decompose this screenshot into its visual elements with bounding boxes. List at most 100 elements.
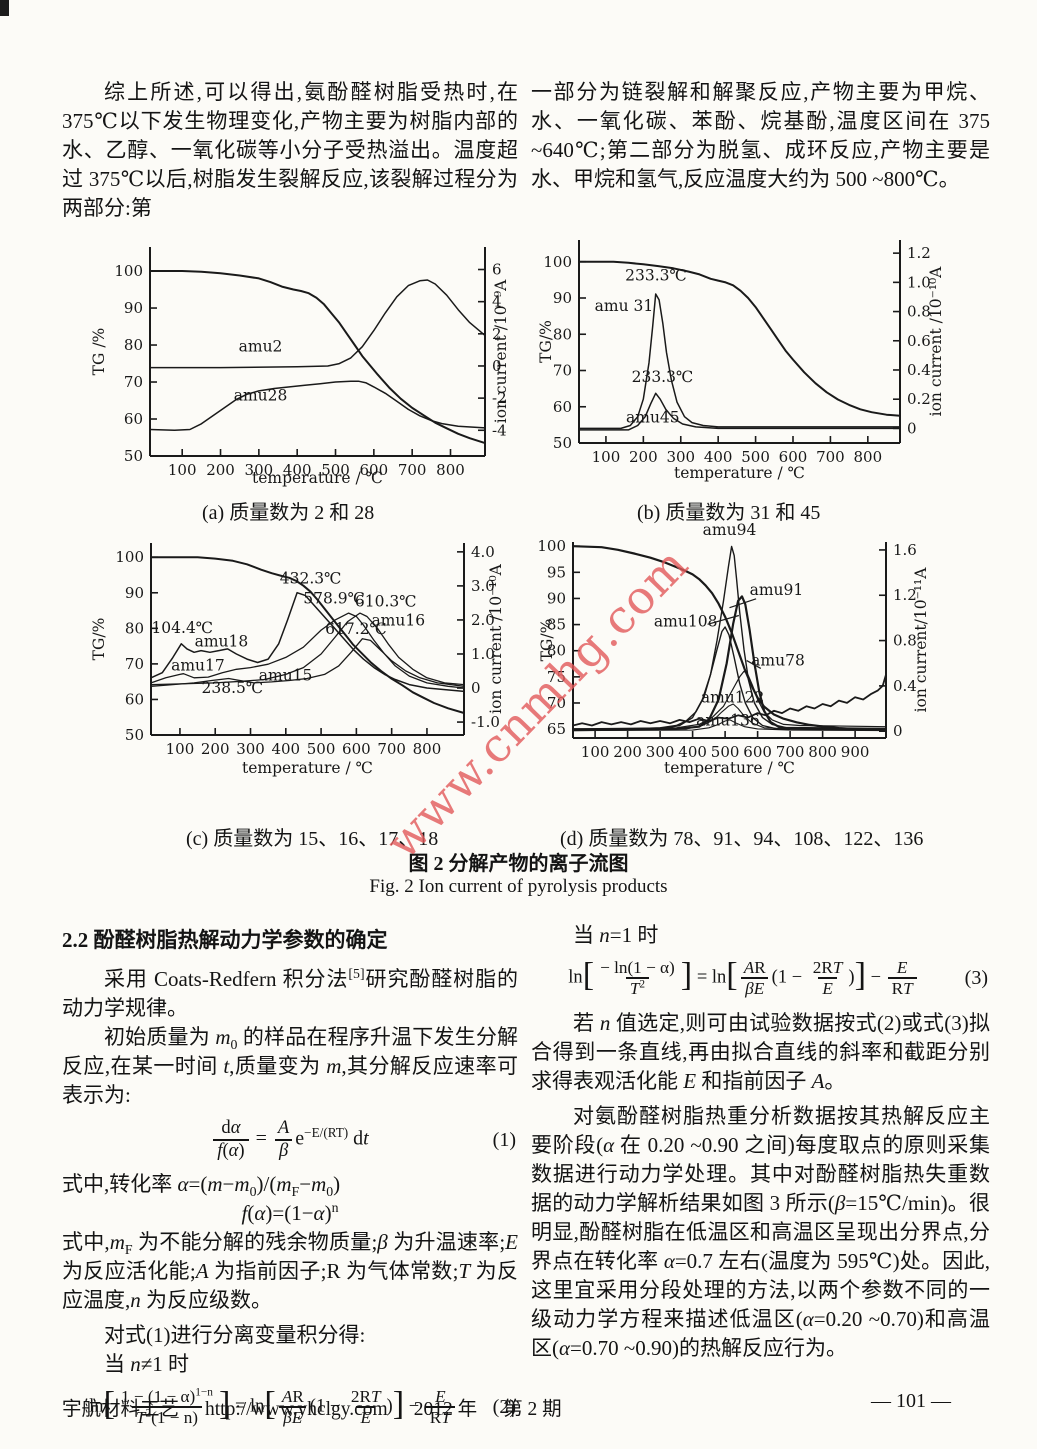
annotation-label: 233.3℃ — [632, 368, 694, 386]
svg-text:1.2: 1.2 — [907, 244, 931, 262]
svg-text:600: 600 — [360, 461, 389, 479]
column-top-right: 一部分为链裂解和解聚反应,产物主要为甲烷、水、一氧化碳、苯酚、烷基酚,温度区间在… — [531, 78, 990, 194]
body-paragraph: 采用 Coats-Redfern 积分法[5]研究酚醛树脂的动力学规律。 — [62, 966, 519, 1020]
svg-text:1.2: 1.2 — [893, 586, 917, 604]
svg-text:200: 200 — [613, 743, 642, 761]
svg-text:200: 200 — [201, 740, 230, 758]
annotation-label: amu108 — [654, 612, 718, 630]
svg-text:0: 0 — [492, 357, 502, 375]
annotation-label: amu17 — [171, 657, 225, 675]
svg-text:70: 70 — [553, 362, 572, 380]
svg-text:50: 50 — [553, 434, 572, 452]
svg-text:1.0: 1.0 — [471, 645, 495, 663]
journal-url: http://www.yhclgy.com — [205, 1399, 388, 1420]
svg-text:TG/%: TG/% — [90, 618, 108, 661]
svg-text:0.8: 0.8 — [893, 632, 917, 650]
body-paragraph: 一部分为链裂解和解聚反应,产物主要为甲烷、水、一氧化碳、苯酚、烷基酚,温度区间在… — [531, 80, 990, 191]
svg-text:500: 500 — [741, 448, 770, 466]
svg-text:temperature / ℃: temperature / ℃ — [664, 759, 795, 777]
annotation-label: amu136 — [696, 711, 760, 729]
svg-text:700: 700 — [816, 448, 845, 466]
series-amu45 — [579, 392, 900, 431]
svg-text:0: 0 — [907, 419, 917, 437]
svg-text:700: 700 — [398, 461, 427, 479]
svg-text:300: 300 — [666, 448, 695, 466]
svg-text:TG/%: TG/% — [538, 619, 556, 662]
series-background — [572, 674, 887, 727]
svg-text:80: 80 — [553, 325, 572, 343]
svg-text:300: 300 — [236, 740, 265, 758]
svg-text:100: 100 — [115, 548, 144, 566]
body-paragraph: 对式(1)进行分离变量积分得: — [104, 1322, 366, 1347]
svg-text:100: 100 — [592, 448, 621, 466]
series-amu122 — [572, 703, 887, 731]
annotation-label: 432.3℃ — [280, 569, 342, 587]
body-paragraph: 式中,mF 为不能分解的残余物质量;β 为升温速率;E 为反应活化能;A 为指前… — [62, 1229, 518, 1312]
svg-text:4.0: 4.0 — [471, 543, 495, 561]
body-paragraph: 对氨酚醛树脂热重分析数据按其热解反应主要阶段(α 在 0.20 ~0.90 之间… — [531, 1103, 991, 1360]
journal-year: 2012 年 — [413, 1399, 478, 1420]
svg-text:50: 50 — [125, 726, 144, 744]
svg-text:400: 400 — [283, 461, 312, 479]
figure-caption-english: Fig. 2 Ion current of pyrolysis products — [369, 876, 668, 897]
subcaption-d: (d) 质量数为 78、91、94、108、122、136 — [560, 828, 924, 850]
body-paragraph: 当 n≠1 时 — [104, 1351, 190, 1376]
svg-text:100: 100 — [581, 743, 610, 761]
annotation-label: 238.5℃ — [202, 679, 264, 697]
body-paragraph: 初始质量为 m0 的样品在程序升温下发生分解反应,在某一时间 t,质量变为 m,… — [62, 1025, 519, 1107]
svg-text:600: 600 — [342, 740, 371, 758]
svg-text:95: 95 — [547, 563, 566, 581]
svg-text:90: 90 — [124, 299, 143, 317]
svg-text:0.4: 0.4 — [907, 361, 931, 379]
svg-text:800: 800 — [808, 743, 837, 761]
svg-text:90: 90 — [125, 584, 144, 602]
svg-text:60: 60 — [124, 410, 143, 428]
svg-text:100: 100 — [114, 262, 143, 280]
annotation-label: amu18 — [195, 633, 249, 651]
svg-text:TG/%: TG/% — [538, 320, 555, 363]
equation-number: (2) — [492, 1395, 516, 1418]
journal-issue: 第 2 期 — [503, 1399, 562, 1420]
annotation-label: 104.4℃ — [151, 619, 213, 637]
svg-text:2.0: 2.0 — [471, 611, 495, 629]
svg-text:temperature / ℃: temperature / ℃ — [674, 464, 805, 482]
chart-c-tg-ion-current: 50 60 70 80 90 100 -1.0 0 1.0 2.0 3.0 4.0 100 200 300 4… — [90, 543, 505, 777]
svg-text:400: 400 — [678, 743, 707, 761]
svg-text:600: 600 — [779, 448, 808, 466]
series-amu18 — [150, 591, 465, 693]
equation-3: ln[− ln(1 − α) T2] = ln[AR βE (1 − 2RT E)] −… — [531, 958, 990, 999]
svg-text:100: 100 — [543, 253, 572, 271]
series-amu31 — [579, 293, 900, 430]
annotation-label: amu15 — [259, 666, 313, 684]
svg-text:75: 75 — [547, 668, 566, 686]
column-top-left: 综上所述,可以得出,氨酚醛树脂受热时,在375℃以下发生物理变化,产物主要为树脂… — [62, 78, 518, 223]
body-paragraph: 若 n 值选定,则可由试验数据按式(2)或式(3)拟合得到一条直线,再由拟合直线… — [531, 1010, 990, 1093]
annotation-label: amu122 — [701, 689, 765, 707]
equation-body: ln[− ln(1 − α) T2] = ln[AR βE (1 − 2RT E)] −… — [568, 958, 918, 999]
svg-text:ion current /10⁻¹⁰A: ion current /10⁻¹⁰A — [927, 266, 945, 417]
svg-text:200: 200 — [629, 448, 658, 466]
svg-text:900: 900 — [841, 743, 870, 761]
svg-text:500: 500 — [711, 743, 740, 761]
body-paragraph: 当 n=1 时 — [573, 923, 659, 947]
annotation-label: amu2 — [239, 338, 283, 356]
svg-text:100: 100 — [538, 537, 566, 555]
equation-2: ln[1 − (1 − α)1−n T2(1 − n)] = ln[AR βE (1 … — [62, 1386, 518, 1428]
annotation-label: amu45 — [626, 409, 680, 427]
svg-text:0: 0 — [471, 679, 481, 697]
svg-text:ion current/10⁻¹¹A: ion current/10⁻¹¹A — [912, 567, 930, 713]
series-amu94 — [573, 545, 887, 730]
svg-text:3.0: 3.0 — [471, 577, 495, 595]
svg-text:85: 85 — [547, 616, 566, 634]
body-paragraph: 式中,转化率 α=(m−m0)/(mF−m0) — [62, 1171, 341, 1199]
series-TG — [579, 260, 901, 417]
column-bottom-right: 当 n=1 时 ln[− ln(1 − α) T2] = ln[AR βE (1 − … — [531, 921, 990, 1363]
svg-text:65: 65 — [547, 720, 566, 738]
svg-text:100: 100 — [166, 740, 195, 758]
svg-text:80: 80 — [124, 336, 143, 354]
subcaption-c: (c) 质量数为 15、16、17、18 — [186, 828, 439, 850]
svg-text:800: 800 — [413, 740, 442, 758]
svg-text:90: 90 — [553, 289, 572, 307]
